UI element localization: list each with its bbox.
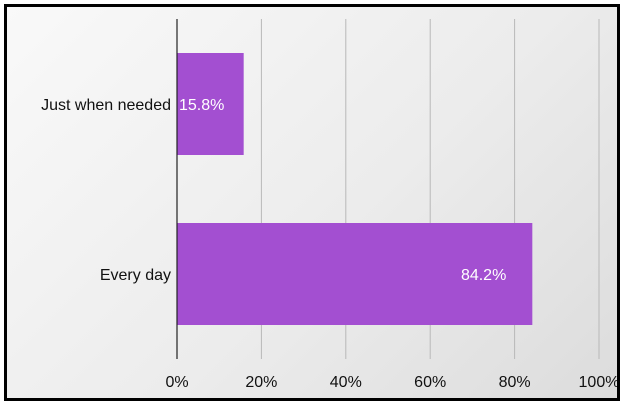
chart-frame: Just when needed Every day 0% 20% 40% 60% 80%… (4, 4, 620, 401)
x-tick-label: 100% (579, 374, 617, 391)
data-labels: 15.8% 84.2% (179, 97, 506, 284)
x-tick-label: 60% (414, 374, 446, 391)
bar-chart: Just when needed Every day 0% 20% 40% 60% 80%… (41, 19, 617, 391)
x-tick-labels: 0% 20% 40% 60% 80% 100% (165, 374, 617, 391)
category-labels: Just when needed Every day (41, 97, 171, 284)
bar-series (177, 53, 533, 325)
category-label: Every day (100, 267, 171, 284)
x-tick-label: 0% (165, 374, 188, 391)
bar (177, 53, 244, 155)
x-tick-label: 20% (245, 374, 277, 391)
x-tick-label: 40% (330, 374, 362, 391)
category-label: Just when needed (41, 97, 171, 114)
x-tick-label: 80% (499, 374, 531, 391)
data-label: 15.8% (179, 97, 224, 114)
bar (177, 223, 533, 325)
data-label: 84.2% (461, 267, 506, 284)
